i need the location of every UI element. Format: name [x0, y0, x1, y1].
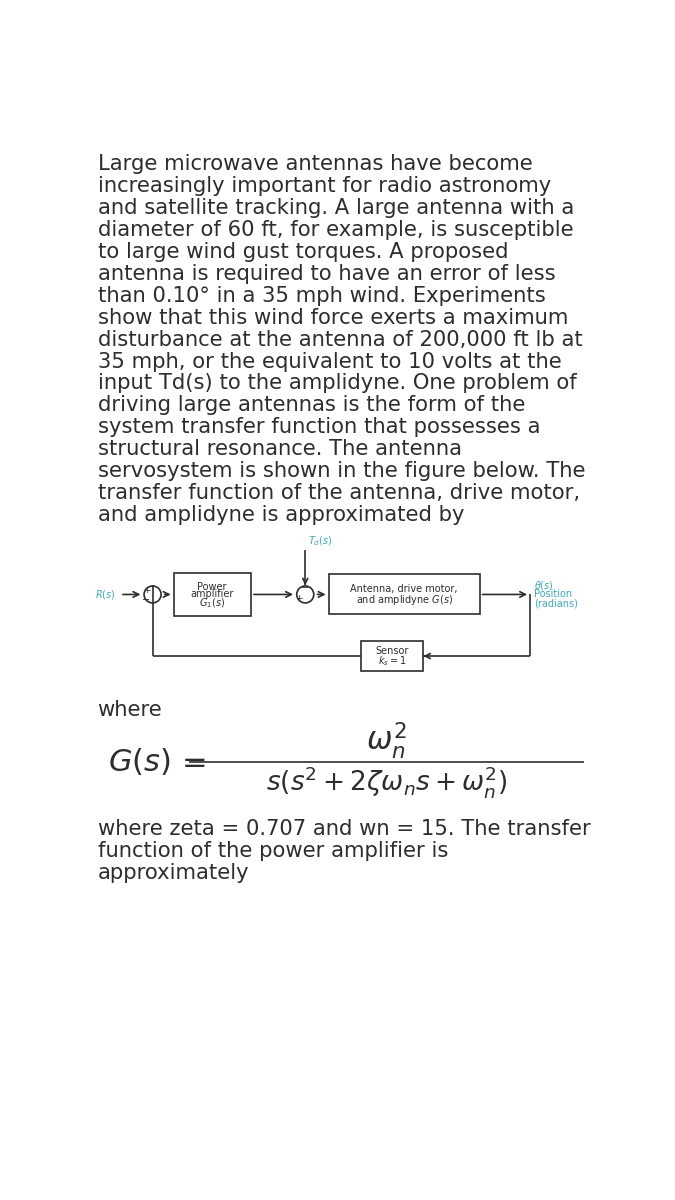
- Text: $\omega_n^2$: $\omega_n^2$: [367, 720, 407, 761]
- Text: structural resonance. The antenna: structural resonance. The antenna: [98, 439, 462, 460]
- Text: increasingly important for radio astronomy: increasingly important for radio astrono…: [98, 176, 551, 196]
- Text: transfer function of the antenna, drive motor,: transfer function of the antenna, drive …: [98, 484, 580, 503]
- Text: Sensor: Sensor: [376, 646, 409, 655]
- Bar: [173, 572, 251, 616]
- Text: input Td(s) to the amplidyne. One problem of: input Td(s) to the amplidyne. One proble…: [98, 373, 576, 394]
- Text: disturbance at the antenna of 200,000 ft lb at: disturbance at the antenna of 200,000 ft…: [98, 330, 583, 349]
- Text: to large wind gust torques. A proposed: to large wind gust torques. A proposed: [98, 241, 508, 262]
- Text: antenna is required to have an error of less: antenna is required to have an error of …: [98, 264, 555, 283]
- Text: and satellite tracking. A large antenna with a: and satellite tracking. A large antenna …: [98, 198, 574, 218]
- Text: +: +: [295, 594, 303, 602]
- Text: amplifier: amplifier: [190, 589, 234, 600]
- Text: where: where: [98, 700, 162, 720]
- Text: where zeta = 0.707 and wn = 15. The transfer: where zeta = 0.707 and wn = 15. The tran…: [98, 820, 591, 839]
- Text: −: −: [301, 583, 309, 593]
- Text: function of the power amplifier is: function of the power amplifier is: [98, 841, 448, 862]
- Text: show that this wind force exerts a maximum: show that this wind force exerts a maxim…: [98, 307, 568, 328]
- Text: Power: Power: [198, 582, 227, 592]
- Text: system transfer function that possesses a: system transfer function that possesses …: [98, 418, 540, 437]
- Text: diameter of 60 ft, for example, is susceptible: diameter of 60 ft, for example, is susce…: [98, 220, 573, 240]
- Text: $=$: $=$: [176, 748, 206, 776]
- Text: approximately: approximately: [98, 863, 249, 883]
- Text: Large microwave antennas have become: Large microwave antennas have become: [98, 154, 533, 174]
- Text: than 0.10° in a 35 mph wind. Experiments: than 0.10° in a 35 mph wind. Experiments: [98, 286, 545, 306]
- Text: driving large antennas is the form of the: driving large antennas is the form of th…: [98, 396, 525, 415]
- Text: +: +: [142, 586, 150, 595]
- Text: $s(s^2 + 2\zeta\omega_n s + \omega_n^2)$: $s(s^2 + 2\zeta\omega_n s + \omega_n^2)$: [266, 764, 508, 800]
- Text: 35 mph, or the equivalent to 10 volts at the: 35 mph, or the equivalent to 10 volts at…: [98, 352, 562, 372]
- Text: Position: Position: [534, 589, 572, 600]
- Bar: [361, 642, 423, 671]
- Text: (radians): (radians): [534, 599, 578, 608]
- Text: and amplidyne $G(s)$: and amplidyne $G(s)$: [356, 593, 453, 607]
- Text: $T_d(s)$: $T_d(s)$: [308, 535, 333, 548]
- Text: $R(s)$: $R(s)$: [95, 588, 116, 601]
- Text: $k_s = 1$: $k_s = 1$: [378, 654, 407, 668]
- Text: $\theta(s)$: $\theta(s)$: [534, 578, 554, 592]
- Text: $G(s)$: $G(s)$: [107, 746, 170, 778]
- Text: and amplidyne is approximated by: and amplidyne is approximated by: [98, 505, 464, 526]
- Text: $G_1(s)$: $G_1(s)$: [199, 596, 225, 610]
- Text: servosystem is shown in the figure below. The: servosystem is shown in the figure below…: [98, 461, 585, 481]
- Text: Antenna, drive motor,: Antenna, drive motor,: [350, 584, 458, 594]
- Text: −: −: [142, 595, 150, 605]
- Bar: [329, 575, 480, 614]
